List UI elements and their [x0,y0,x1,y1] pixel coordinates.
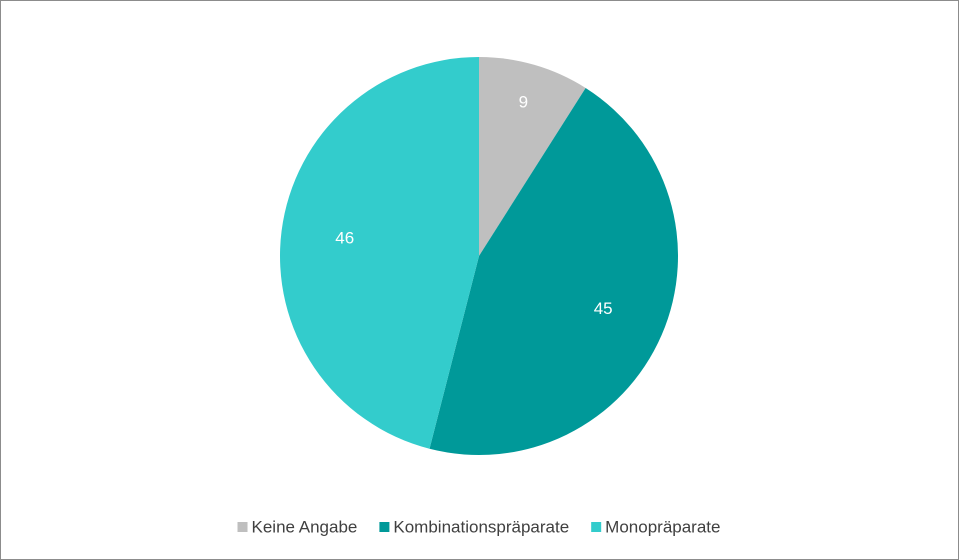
legend-label: Monopräparate [605,517,720,536]
legend-label: Kombinationspräparate [393,517,569,536]
pie-slice [429,87,678,455]
data-label: 46 [335,229,354,248]
pie-slice [479,57,586,256]
data-label: 9 [519,93,528,112]
pie-slice [279,57,479,449]
legend-swatch [591,522,602,532]
legend-label: Keine Angabe [252,517,358,536]
legend-swatch [379,522,390,532]
legend-swatch [237,522,248,532]
data-label: 45 [594,299,613,318]
